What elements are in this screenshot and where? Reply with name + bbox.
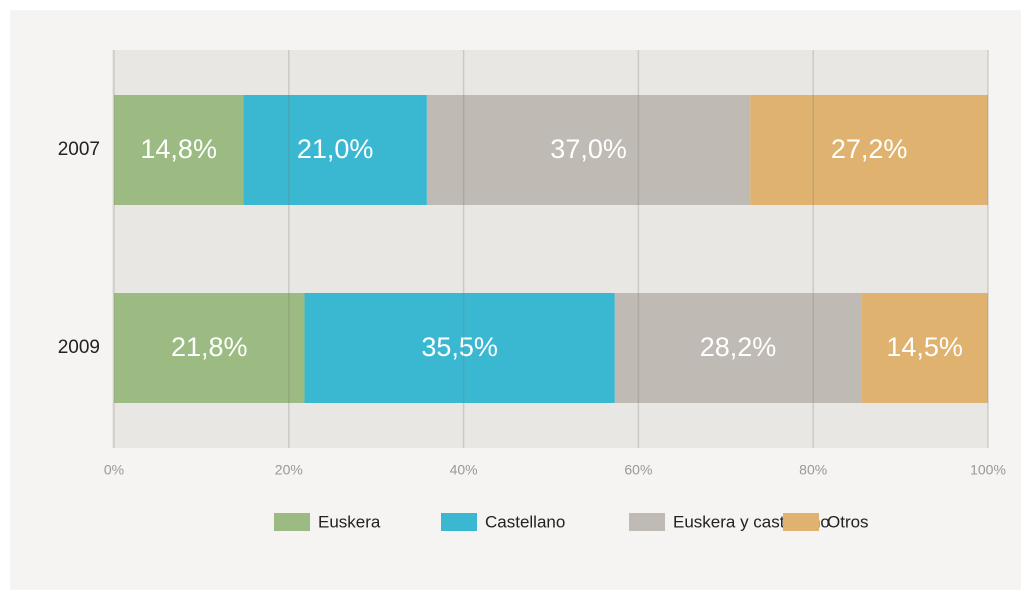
bar-segment <box>614 293 862 403</box>
category-label: 2007 <box>58 139 100 160</box>
value-label: 28,2% <box>700 332 777 362</box>
bar-segment <box>426 95 751 205</box>
legend-swatch <box>783 513 819 531</box>
bar-segment <box>750 95 988 205</box>
x-tick-label: 20% <box>275 462 303 478</box>
value-label: 21,0% <box>297 134 374 164</box>
legend-swatch <box>274 513 310 531</box>
x-tick-label: 80% <box>799 462 827 478</box>
bar-segment <box>114 95 244 205</box>
bar-segment <box>304 293 615 403</box>
x-tick-label: 40% <box>450 462 478 478</box>
value-label: 27,2% <box>831 134 908 164</box>
value-label: 35,5% <box>421 332 498 362</box>
bar-segment <box>114 293 305 403</box>
x-tick-label: 100% <box>970 462 1006 478</box>
category-label: 2009 <box>58 337 100 358</box>
value-label: 14,5% <box>886 332 963 362</box>
legend-label: Euskera <box>318 512 381 531</box>
legend-swatch <box>629 513 665 531</box>
x-tick-label: 60% <box>624 462 652 478</box>
x-tick-label: 0% <box>104 462 124 478</box>
bar-segment <box>243 95 427 205</box>
value-label: 21,8% <box>171 332 248 362</box>
bar-segment <box>861 293 988 403</box>
legend-swatch <box>441 513 477 531</box>
legend-label: Otros <box>827 512 869 531</box>
value-label: 37,0% <box>550 134 627 164</box>
legend-label: Castellano <box>485 512 565 531</box>
value-label: 14,8% <box>140 134 217 164</box>
